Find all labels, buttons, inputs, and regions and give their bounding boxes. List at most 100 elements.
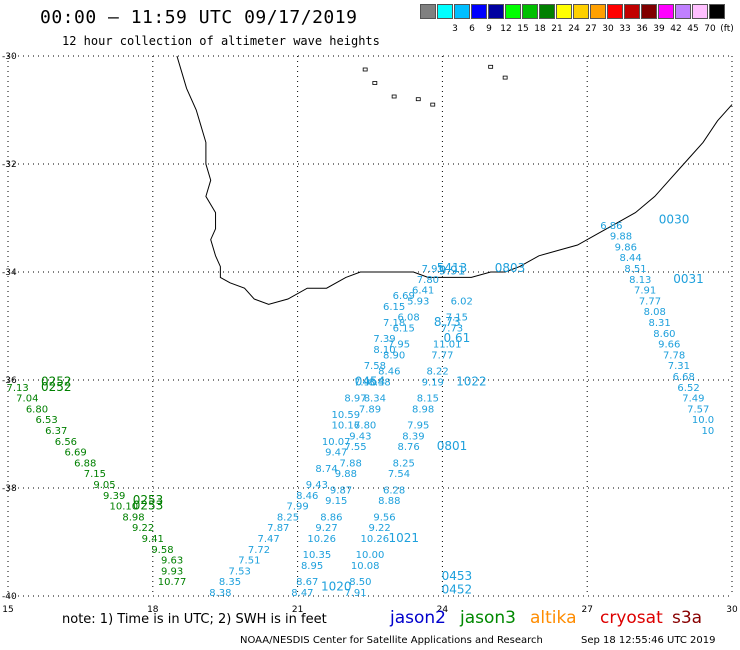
- data-point-label: 8.95: [301, 561, 323, 572]
- data-point-label: 7.72: [248, 545, 270, 556]
- data-point-label: 7.58: [364, 361, 386, 372]
- legend-swatch: [505, 4, 521, 19]
- data-point-label: 6.08: [397, 313, 419, 324]
- y-tick-label: -32: [2, 160, 17, 170]
- legend-label: (ft): [720, 24, 734, 34]
- x-tick-label: 27: [581, 605, 592, 615]
- data-point-label: 9.86: [615, 242, 637, 253]
- data-point-label: 7.39: [373, 334, 395, 345]
- data-point-label: 6.69: [393, 291, 415, 302]
- pass-time-label: 1021: [389, 531, 420, 545]
- data-point-label: 10.10: [110, 502, 139, 513]
- data-point-label: 7.18: [383, 318, 405, 329]
- data-point-label: 8.98: [122, 512, 144, 523]
- data-point-label: 7.89: [359, 404, 381, 415]
- pass-time-label: 0252: [41, 380, 72, 394]
- data-point-label: 7.49: [682, 394, 704, 405]
- data-point-label: 6.28: [383, 485, 405, 496]
- data-point-label: 8.74: [315, 464, 337, 475]
- data-point-label: 8.31: [648, 318, 670, 329]
- legend-swatch: [454, 4, 470, 19]
- pass-time-label: 0253: [133, 499, 164, 513]
- data-point-label: 9.87: [330, 485, 352, 496]
- data-point-label: 6.41: [412, 286, 434, 297]
- pass-time-label: 0031: [673, 272, 704, 286]
- data-point-label: 7.90: [354, 377, 376, 388]
- data-point-label: 10.08: [351, 561, 380, 572]
- pass-time-label: 0252: [41, 374, 72, 388]
- data-point-label: 7.95: [407, 421, 429, 432]
- credit-text: NOAA/NESDIS Center for Satellite Applica…: [240, 635, 543, 646]
- x-tick-label: 24: [437, 605, 449, 615]
- data-point-label: 8.60: [653, 329, 675, 340]
- data-point-label: 8.58: [369, 377, 391, 388]
- pass-time-label: 0253: [133, 493, 164, 507]
- data-point-label: 8.08: [644, 307, 666, 318]
- data-point-label: 7.80: [354, 421, 376, 432]
- data-point-label: 8.34: [364, 394, 386, 405]
- data-point-label: 9.22: [369, 523, 391, 534]
- data-point-label: 10.77: [158, 577, 187, 588]
- data-point-label: 9.43: [306, 480, 328, 491]
- data-point-label: 8.98: [412, 404, 434, 415]
- data-point-label: 9.19: [422, 377, 444, 388]
- data-point-label: 8.88: [378, 496, 400, 507]
- data-point-label: 7.73: [441, 323, 463, 334]
- data-point-label: 8.22: [426, 367, 448, 378]
- legend-swatch: [590, 4, 606, 19]
- legend-swatch: [641, 4, 657, 19]
- data-point-label: 9.66: [658, 340, 680, 351]
- legend-swatch: [522, 4, 538, 19]
- pass-time-label: 1022: [456, 374, 487, 388]
- data-point-label: 6.80: [26, 404, 48, 415]
- island: [488, 64, 494, 69]
- data-point-label: 7.15: [446, 313, 468, 324]
- data-point-label: 7.78: [663, 350, 685, 361]
- data-point-label: 8.38: [209, 588, 231, 599]
- legend-label: 45: [687, 24, 699, 34]
- data-point-label: 8.10: [373, 345, 395, 356]
- legend-label: 12: [500, 24, 512, 34]
- pass-time-label: 0803: [495, 261, 526, 275]
- data-point-label: 10.35: [303, 550, 332, 561]
- legend-label: 36: [636, 24, 648, 34]
- island: [502, 75, 508, 80]
- data-point-label: 10.07: [322, 437, 351, 448]
- data-point-label: 7.55: [344, 442, 366, 453]
- page-subtitle: 12 hour collection of altimeter wave hei…: [62, 34, 380, 48]
- data-point-label: 8.47: [291, 588, 313, 599]
- pass-time-label: 0453: [442, 569, 473, 583]
- data-point-label: 7.87: [267, 523, 289, 534]
- data-point-label: 9.88: [335, 469, 357, 480]
- satellite-name-s3a: s3a: [672, 608, 703, 628]
- y-tick-label: -30: [2, 52, 17, 62]
- legend-label: 27: [585, 24, 597, 34]
- data-point-label: 6.53: [35, 415, 57, 426]
- data-point-label: 7.54: [388, 469, 410, 480]
- satellite-name-altika: altika: [530, 608, 577, 628]
- coastline: [176, 55, 733, 305]
- data-point-label: 8.25: [393, 458, 415, 469]
- data-point-label: 7.99: [286, 502, 308, 513]
- legend-swatch: [607, 4, 623, 19]
- data-point-label: 6.52: [677, 383, 699, 394]
- data-point-label: 10.26: [307, 534, 336, 545]
- pass-time-label: 0452: [442, 582, 473, 596]
- data-point-label: 9.39: [103, 491, 125, 502]
- legend-swatch: [471, 4, 487, 19]
- legend-swatch: [675, 4, 691, 19]
- legend-label: 15: [517, 24, 529, 34]
- data-point-label: 8.90: [383, 350, 405, 361]
- y-tick-label: -38: [2, 484, 17, 494]
- data-point-label: 9.63: [161, 556, 183, 567]
- data-point-label: 7.04: [16, 394, 38, 405]
- pass-time-label: 1020: [321, 580, 352, 594]
- legend-label: 9: [486, 24, 492, 34]
- data-point-label: 8.46: [378, 367, 400, 378]
- pass-time-label: 0030: [659, 212, 690, 226]
- x-tick-label: 18: [147, 605, 159, 615]
- data-point-label: 8.97: [344, 394, 366, 405]
- data-point-label: 7.13: [7, 383, 29, 394]
- data-point-label: 9.58: [151, 545, 173, 556]
